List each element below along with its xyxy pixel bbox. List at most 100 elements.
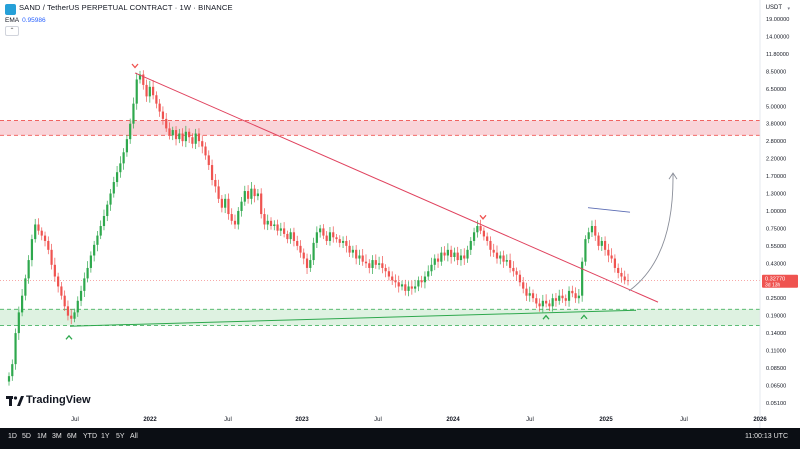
candle [230, 208, 233, 225]
bottom-toolbar: 1D 5D 1M 3M 6M YTD 1Y 5Y All 11:00:13 UT… [0, 428, 800, 449]
candle [119, 156, 122, 178]
buy-marker-icon [542, 314, 550, 320]
candle [217, 179, 220, 203]
range-all[interactable]: All [130, 433, 138, 440]
candle [309, 254, 312, 272]
candle [368, 259, 371, 274]
range-1d[interactable]: 1D [8, 433, 17, 440]
price-axis-label: 0.43000 [766, 261, 786, 267]
candle [181, 128, 184, 147]
candle [158, 99, 161, 117]
candle [227, 193, 230, 220]
candle [30, 234, 34, 267]
buy-marker-icon [580, 314, 588, 320]
price-axis-label: 1.00000 [766, 209, 786, 215]
candle [273, 220, 276, 231]
time-axis-label: 2025 [599, 417, 613, 423]
candle [495, 245, 499, 264]
range-5y[interactable]: 5Y [116, 433, 125, 440]
range-1m[interactable]: 1M [37, 433, 47, 440]
candle [214, 173, 217, 193]
price-axis-label: 11.80000 [766, 52, 789, 58]
candle [446, 243, 449, 262]
candle [417, 276, 420, 292]
candle [450, 245, 453, 264]
candle [610, 248, 613, 263]
candle [122, 148, 125, 170]
price-axis: 19.00000 14.00000 11.80000 8.50000 6.50000 5.… [766, 17, 789, 407]
candle [620, 267, 623, 283]
range-6m[interactable]: 6M [67, 433, 77, 440]
candle [312, 237, 315, 266]
candle [276, 219, 279, 236]
collapse-legend-button[interactable]: ⌃ [5, 26, 19, 36]
candle [57, 272, 60, 293]
candle [486, 232, 489, 246]
candle [14, 328, 17, 370]
candle [364, 254, 368, 268]
price-axis-label: 0.05100 [766, 401, 786, 407]
range-3m[interactable]: 3M [52, 433, 62, 440]
sell-marker-icon [131, 63, 139, 69]
candle [561, 289, 564, 303]
candle [338, 235, 341, 248]
candle [17, 306, 20, 340]
candle [161, 106, 165, 125]
range-1y[interactable]: 1Y [101, 433, 110, 440]
candle [224, 194, 227, 214]
candle [394, 274, 397, 288]
candle [109, 188, 112, 211]
candle [332, 226, 335, 243]
price-axis-label: 5.00000 [766, 104, 786, 110]
candle [433, 254, 436, 271]
sand-coin-icon [5, 4, 16, 15]
candle [283, 222, 286, 238]
current-price-label: 0.32770 [765, 276, 785, 282]
time-axis-label: Jul [680, 417, 688, 423]
candle [112, 176, 115, 198]
candle [148, 80, 151, 103]
price-axis-label: 8.50000 [766, 69, 786, 75]
price-axis-label: 0.25000 [766, 296, 786, 302]
candle [99, 220, 102, 240]
candle [76, 296, 79, 317]
range-5d[interactable]: 5D [22, 433, 31, 440]
price-axis-label: 3.80000 [766, 122, 786, 128]
candle [188, 128, 191, 143]
candle [168, 122, 171, 140]
candle [201, 135, 204, 154]
candle [178, 128, 181, 144]
candle [554, 292, 558, 307]
candle [191, 133, 194, 149]
price-axis-label: 0.19000 [766, 314, 786, 320]
candle [515, 267, 518, 281]
candle [47, 236, 50, 255]
currency-unit-button[interactable]: USDT [765, 5, 782, 11]
candle [50, 243, 53, 270]
time-axis-label: Jul [526, 417, 534, 423]
candle [528, 286, 531, 302]
candle [427, 265, 430, 281]
price-axis-label: 0.75000 [766, 226, 786, 232]
ema-legend[interactable]: EMA 0.95986 [5, 17, 46, 24]
candle [266, 214, 269, 231]
symbol-title[interactable]: SAND / TetherUS PERPETUAL CONTRACT · 1W … [19, 3, 233, 12]
candle [132, 97, 135, 129]
candle [345, 235, 348, 253]
candle [27, 255, 30, 284]
candle [138, 70, 142, 84]
price-axis-label: 14.00000 [766, 34, 789, 40]
utc-clock[interactable]: 11:00:13 UTC [744, 433, 788, 440]
candle [623, 270, 626, 285]
candle [377, 256, 381, 270]
chevron-down-icon[interactable]: ▾ [787, 6, 790, 12]
price-axis-label: 2.20000 [766, 157, 786, 163]
candle [453, 247, 456, 262]
ema-label: EMA [5, 17, 20, 24]
range-ytd[interactable]: YTD [83, 433, 97, 440]
candle [505, 254, 508, 266]
candle [430, 257, 433, 276]
candle [423, 271, 427, 289]
candle [299, 240, 302, 258]
chart-canvas[interactable]: 19.00000 14.00000 11.80000 8.50000 6.50000 5.… [0, 0, 800, 428]
